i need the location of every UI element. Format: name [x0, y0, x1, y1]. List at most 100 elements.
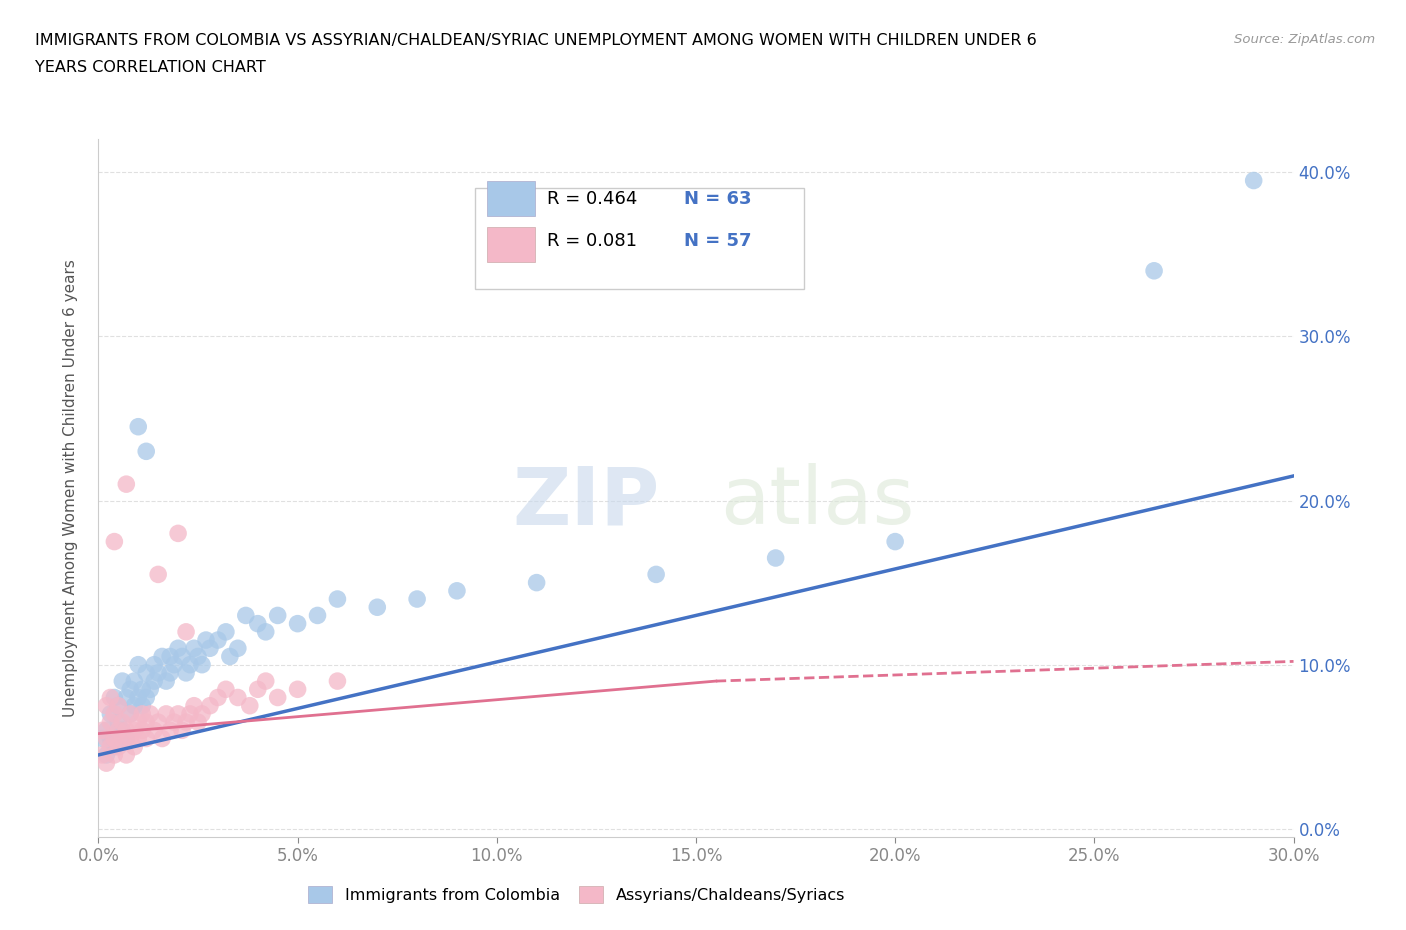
- Point: [179, 707, 201, 722]
- Point: [143, 723, 166, 737]
- Point: [326, 673, 349, 688]
- Point: [127, 731, 149, 746]
- Point: [148, 666, 170, 681]
- Point: [191, 658, 214, 672]
- Point: [96, 748, 118, 763]
- Point: [143, 658, 166, 672]
- Point: [191, 707, 214, 722]
- Point: [91, 731, 114, 746]
- Point: [100, 707, 122, 722]
- Point: [96, 731, 118, 746]
- Point: [148, 714, 170, 729]
- Point: [254, 624, 277, 639]
- Point: [155, 673, 177, 688]
- Point: [246, 617, 269, 631]
- Point: [96, 698, 118, 713]
- Point: [115, 748, 138, 763]
- Point: [127, 714, 149, 729]
- Point: [167, 641, 190, 656]
- Point: [172, 649, 194, 664]
- Point: [120, 731, 142, 746]
- Point: [226, 641, 249, 656]
- Point: [103, 707, 125, 722]
- FancyBboxPatch shape: [486, 227, 534, 261]
- Point: [207, 632, 229, 647]
- Point: [107, 698, 129, 713]
- Point: [107, 714, 129, 729]
- Point: [100, 739, 122, 754]
- Y-axis label: Unemployment Among Women with Children Under 6 years: Unemployment Among Women with Children U…: [63, 259, 77, 717]
- Point: [174, 624, 197, 639]
- Point: [96, 756, 118, 771]
- Text: YEARS CORRELATION CHART: YEARS CORRELATION CHART: [35, 60, 266, 75]
- Point: [215, 624, 238, 639]
- Point: [124, 723, 146, 737]
- Point: [163, 714, 186, 729]
- Point: [103, 534, 125, 549]
- Point: [215, 682, 238, 697]
- Point: [124, 673, 146, 688]
- Point: [1243, 173, 1265, 188]
- Text: atlas: atlas: [720, 463, 914, 541]
- Text: R = 0.464: R = 0.464: [547, 190, 637, 207]
- Point: [366, 600, 388, 615]
- Text: N = 57: N = 57: [685, 232, 752, 249]
- Point: [107, 698, 129, 713]
- Point: [198, 698, 221, 713]
- Point: [143, 673, 166, 688]
- Point: [1143, 263, 1166, 278]
- Point: [135, 666, 157, 681]
- Point: [127, 658, 149, 672]
- Point: [96, 723, 118, 737]
- Point: [127, 419, 149, 434]
- Point: [135, 690, 157, 705]
- Point: [111, 714, 134, 729]
- FancyBboxPatch shape: [486, 181, 534, 217]
- Point: [131, 723, 153, 737]
- Point: [287, 682, 309, 697]
- Point: [124, 698, 146, 713]
- Point: [287, 617, 309, 631]
- Text: Source: ZipAtlas.com: Source: ZipAtlas.com: [1234, 33, 1375, 46]
- Point: [167, 526, 190, 541]
- Point: [135, 731, 157, 746]
- Point: [195, 632, 218, 647]
- Point: [226, 690, 249, 705]
- Text: R = 0.081: R = 0.081: [547, 232, 637, 249]
- Point: [131, 707, 153, 722]
- Point: [115, 477, 138, 492]
- Point: [179, 658, 201, 672]
- Point: [111, 723, 134, 737]
- Point: [167, 707, 190, 722]
- Point: [120, 707, 142, 722]
- Point: [103, 739, 125, 754]
- Point: [159, 666, 181, 681]
- Point: [267, 690, 290, 705]
- Point: [246, 682, 269, 697]
- Point: [174, 666, 197, 681]
- Point: [159, 723, 181, 737]
- Point: [100, 731, 122, 746]
- Point: [183, 698, 205, 713]
- Point: [107, 739, 129, 754]
- Point: [884, 534, 907, 549]
- Point: [187, 714, 209, 729]
- Point: [219, 649, 242, 664]
- Point: [103, 731, 125, 746]
- Point: [198, 641, 221, 656]
- Point: [159, 649, 181, 664]
- Point: [120, 707, 142, 722]
- Point: [91, 723, 114, 737]
- Point: [765, 551, 787, 565]
- Point: [139, 707, 162, 722]
- Point: [115, 731, 138, 746]
- Point: [239, 698, 262, 713]
- Point: [131, 698, 153, 713]
- Point: [124, 739, 146, 754]
- Point: [111, 731, 134, 746]
- Point: [150, 731, 173, 746]
- Point: [127, 690, 149, 705]
- Point: [645, 567, 668, 582]
- Point: [103, 690, 125, 705]
- Point: [139, 682, 162, 697]
